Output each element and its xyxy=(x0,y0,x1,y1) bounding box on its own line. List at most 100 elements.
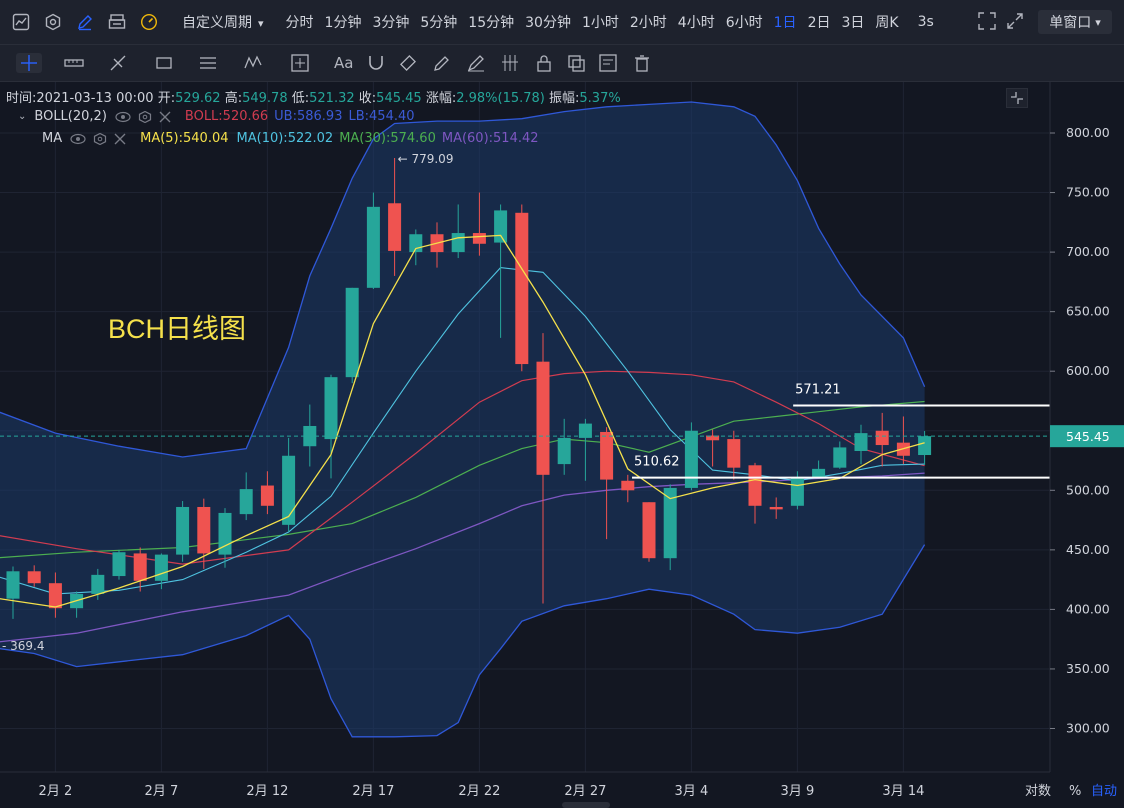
axis-mode-0[interactable]: 对数 xyxy=(1025,784,1051,799)
close-icon[interactable] xyxy=(114,133,126,145)
x-tick-label-7: 3月 9 xyxy=(781,784,815,799)
boll-lower-line xyxy=(0,544,926,738)
window-mode-label: 单窗口 xyxy=(1049,15,1092,31)
candle-body-31 xyxy=(663,487,677,559)
close-icon[interactable] xyxy=(159,111,171,123)
period-tab-12[interactable]: 2日 xyxy=(807,15,831,31)
rectangle-icon[interactable] xyxy=(154,53,174,73)
candle-body-37 xyxy=(790,477,804,506)
candles-group xyxy=(6,158,932,619)
period-tab-4[interactable]: 5分钟 xyxy=(420,15,458,31)
period-tab-2[interactable]: 1分钟 xyxy=(324,15,362,31)
magnet-icon[interactable] xyxy=(366,53,386,73)
candlestick-chart[interactable]: 571.21 510.62 ← 779.09 - 369.4 BCH日线图 800.00 7… xyxy=(0,82,1124,808)
period-tab-1[interactable]: 分时 xyxy=(285,15,314,31)
settings-icon[interactable] xyxy=(42,11,64,33)
candle-body-35 xyxy=(748,465,762,506)
candle-body-26 xyxy=(557,437,571,465)
candle-body-1 xyxy=(27,571,41,584)
period-tab-7[interactable]: 1小时 xyxy=(581,15,619,31)
ma-label: MA xyxy=(42,131,63,146)
settings-icon[interactable] xyxy=(92,132,108,145)
low-annotation: - 369.4 xyxy=(2,639,45,653)
ma30-value: MA(30):574.60 xyxy=(339,131,436,146)
axis-mode-1[interactable]: % xyxy=(1069,784,1081,799)
boll-mid-line xyxy=(0,370,925,565)
period-tab-14[interactable]: 周K xyxy=(875,15,899,31)
settings-icon[interactable] xyxy=(137,110,153,123)
amplitude-label: 振幅: xyxy=(549,91,580,106)
last-price-label: 545.45 xyxy=(1066,429,1110,444)
candle-body-36 xyxy=(769,506,783,510)
ma-indicator-legend: MA MA(5):540.04 MA(10):522.02 MA(30):574… xyxy=(42,131,539,146)
parallel-channel-icon[interactable] xyxy=(198,53,218,73)
eye-icon[interactable] xyxy=(70,133,86,145)
speed-gauge-icon[interactable] xyxy=(138,11,160,33)
high-annotation: ← 779.09 xyxy=(398,152,454,166)
candle-body-24 xyxy=(515,212,529,365)
fullscreen-icon[interactable] xyxy=(978,12,996,30)
pencil-icon[interactable] xyxy=(432,53,452,73)
collapse-chevron-icon[interactable]: ⌄ xyxy=(18,111,27,122)
candle-body-27 xyxy=(578,423,592,438)
time-value: 2021-03-13 00:00 xyxy=(36,91,154,106)
draw-pen-icon[interactable] xyxy=(74,11,96,33)
y-tick-label-6: 500.00 xyxy=(1066,482,1110,497)
period-tab-0[interactable]: 自定义周期 ▾ xyxy=(182,15,264,31)
drawing-toolbar: Aa xyxy=(0,45,1124,82)
boll-band-fill xyxy=(0,102,925,737)
period-tab-6[interactable]: 30分钟 xyxy=(525,15,571,31)
candle-body-25 xyxy=(536,361,550,475)
copy-icon[interactable] xyxy=(566,53,586,73)
period-tab-10[interactable]: 6小时 xyxy=(725,15,763,31)
candle-body-38 xyxy=(812,468,826,478)
candle-pattern-icon[interactable] xyxy=(500,53,520,73)
ruler-icon[interactable] xyxy=(64,53,84,73)
lock-icon[interactable] xyxy=(534,53,554,73)
period-tab-15[interactable]: 3s xyxy=(917,14,934,30)
eraser-icon[interactable] xyxy=(398,53,418,73)
wave-pattern-icon[interactable] xyxy=(244,53,264,73)
low-label: 低: xyxy=(291,91,310,106)
period-tab-3[interactable]: 3分钟 xyxy=(372,15,410,31)
x-tick-label-4: 2月 22 xyxy=(458,784,500,799)
close-value: 545.45 xyxy=(376,91,422,106)
brush-icon[interactable] xyxy=(466,53,486,73)
open-label: 开: xyxy=(157,91,176,106)
y-tick-label-10: 300.00 xyxy=(1066,721,1110,736)
candle-body-5 xyxy=(112,552,126,577)
collapse-panel-icon[interactable] xyxy=(1006,88,1028,108)
window-expand-icon[interactable] xyxy=(1006,12,1024,30)
axis-mode-2[interactable]: 自动 xyxy=(1091,784,1117,799)
period-tab-9[interactable]: 4小时 xyxy=(677,15,715,31)
measure-icon[interactable] xyxy=(290,53,310,73)
candle-body-7 xyxy=(154,554,168,581)
ma10-value: MA(10):522.02 xyxy=(236,131,334,146)
hline-label-0: 571.21 xyxy=(795,382,841,397)
print-icon[interactable] xyxy=(106,11,128,33)
boll-label: BOLL(20,2) xyxy=(34,109,107,124)
change-label: 涨幅: xyxy=(425,91,457,106)
candle-body-12 xyxy=(260,485,274,506)
chevron-down-icon[interactable]: ▾ xyxy=(258,17,264,30)
period-tab-5[interactable]: 15分钟 xyxy=(468,15,515,31)
candle-body-28 xyxy=(600,431,614,480)
window-mode-select[interactable]: 单窗口 ▾ xyxy=(1038,10,1112,34)
period-tab-11[interactable]: 1日 xyxy=(773,15,797,31)
top-toolbar: 自定义周期 ▾ 分时 1分钟 3分钟 5分钟 15分钟 30分钟 1小时 2小时 4小时 6小时 1日 2… xyxy=(0,0,1124,45)
ma5-line xyxy=(0,234,925,608)
chart-type-icon[interactable] xyxy=(10,11,32,33)
trend-line-icon[interactable] xyxy=(108,53,128,73)
eye-icon[interactable] xyxy=(115,111,131,123)
trash-icon[interactable] xyxy=(632,53,652,73)
crosshair-icon[interactable] xyxy=(16,53,42,73)
template-icon[interactable] xyxy=(598,53,618,73)
y-tick-label-9: 350.00 xyxy=(1066,661,1110,676)
period-tab-13[interactable]: 3日 xyxy=(841,15,865,31)
period-tab-8[interactable]: 2小时 xyxy=(629,15,667,31)
change-value: 2.98%(15.78) xyxy=(456,91,545,106)
time-axis-bg xyxy=(0,772,1124,808)
boll-mid-value: BOLL:520.66 xyxy=(184,109,269,124)
period-selector: 自定义周期 ▾ 分时 1分钟 3分钟 5分钟 15分钟 30分钟 1小时 2小时 4小时 6小时 1日 2… xyxy=(182,12,945,32)
text-tool-icon[interactable]: Aa xyxy=(334,54,354,72)
